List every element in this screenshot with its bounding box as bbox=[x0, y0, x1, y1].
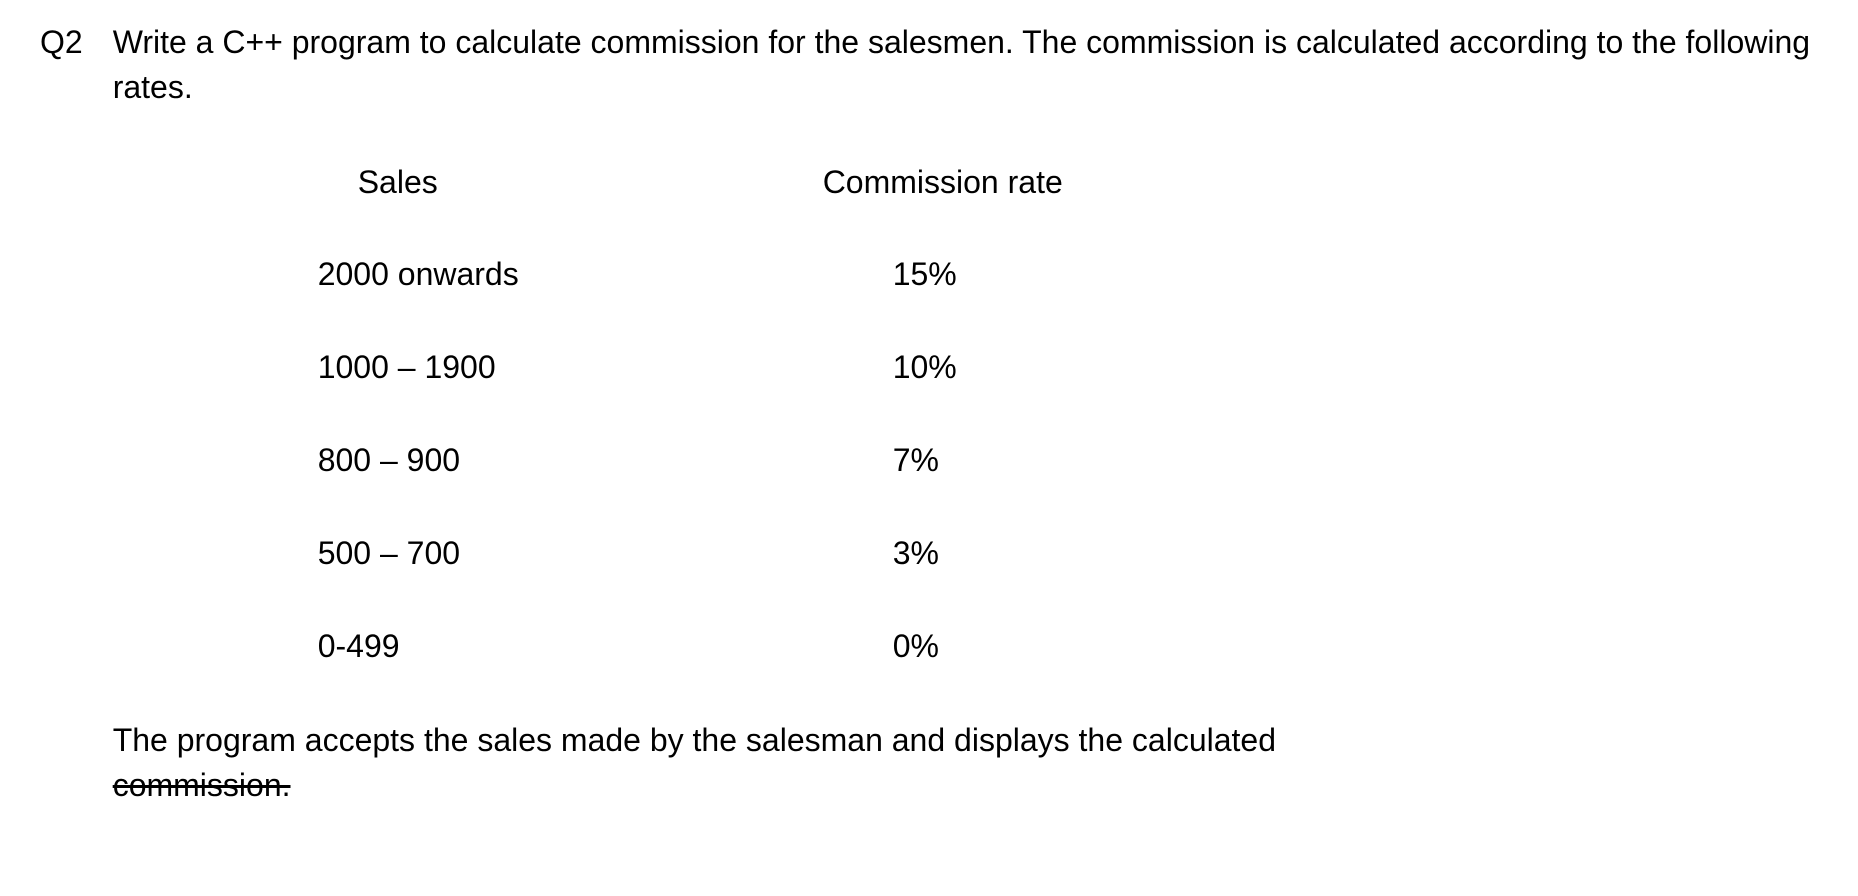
question-container: Q2 Write a C++ program to calculate comm… bbox=[40, 20, 1818, 808]
sales-cell: 800 – 900 bbox=[303, 438, 823, 483]
table-row: 0-499 0% bbox=[303, 624, 1818, 669]
rate-cell: 10% bbox=[823, 345, 1123, 390]
sales-cell: 500 – 700 bbox=[303, 531, 823, 576]
rates-table: Sales Commission rate 2000 onwards 15% 1… bbox=[303, 160, 1818, 669]
sales-cell: 0-499 bbox=[303, 624, 823, 669]
table-row: 1000 – 1900 10% bbox=[303, 345, 1818, 390]
rate-cell: 0% bbox=[823, 624, 1123, 669]
table-row: 2000 onwards 15% bbox=[303, 252, 1818, 297]
question-body: Write a C++ program to calculate commiss… bbox=[113, 20, 1818, 808]
question-label: Q2 bbox=[40, 20, 83, 65]
header-sales: Sales bbox=[303, 160, 823, 205]
sales-cell: 1000 – 1900 bbox=[303, 345, 823, 390]
footer-line2: commission. bbox=[113, 763, 1818, 808]
rate-cell: 7% bbox=[823, 438, 1123, 483]
header-rate: Commission rate bbox=[823, 160, 1123, 205]
table-row: 500 – 700 3% bbox=[303, 531, 1818, 576]
rate-cell: 15% bbox=[823, 252, 1123, 297]
footer-text: The program accepts the sales made by th… bbox=[113, 718, 1818, 808]
sales-cell: 2000 onwards bbox=[303, 252, 823, 297]
footer-struck-word: commission. bbox=[113, 763, 291, 808]
table-row: 800 – 900 7% bbox=[303, 438, 1818, 483]
rate-cell: 3% bbox=[823, 531, 1123, 576]
footer-line1: The program accepts the sales made by th… bbox=[113, 718, 1818, 763]
question-text: Write a C++ program to calculate commiss… bbox=[113, 20, 1818, 110]
table-header-row: Sales Commission rate bbox=[303, 160, 1818, 205]
